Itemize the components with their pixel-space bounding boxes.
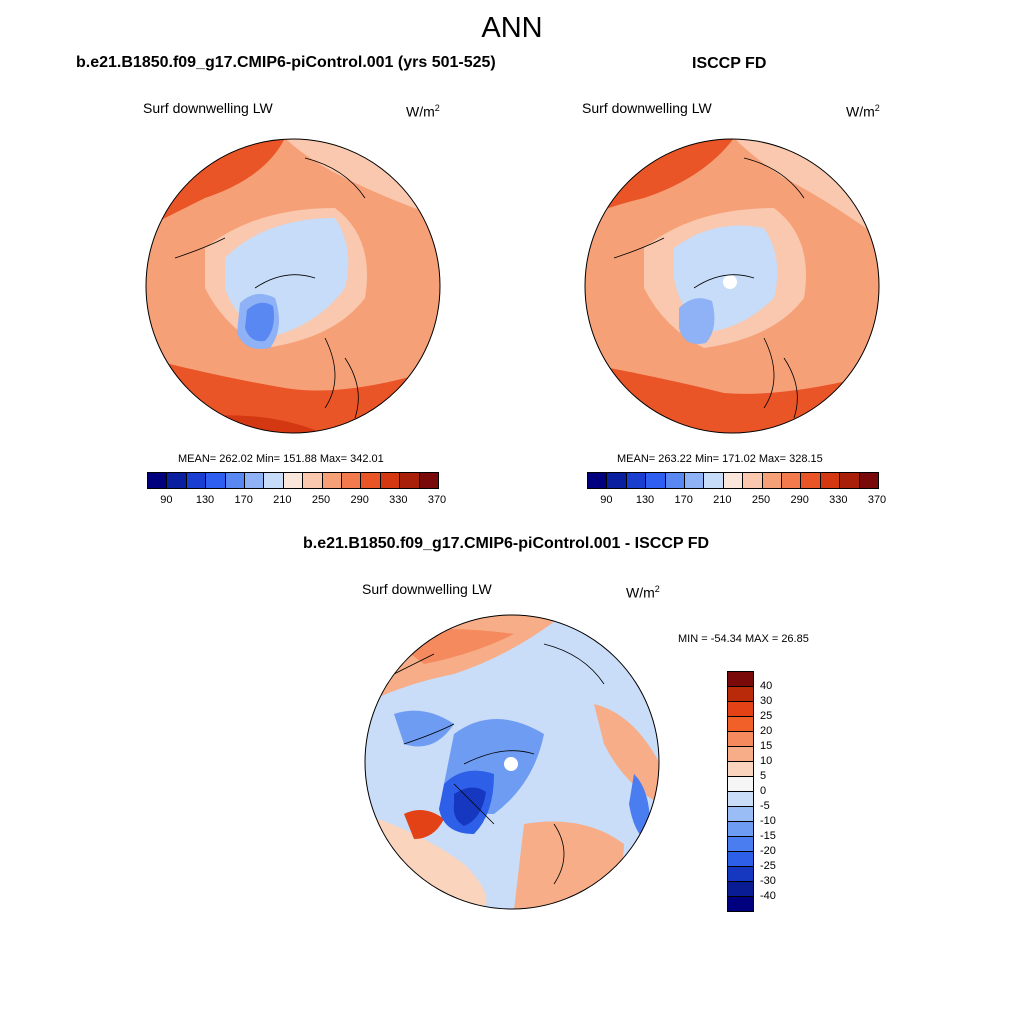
colorbar-tick-label: 25 <box>760 710 773 722</box>
colorbar-swatch <box>728 807 753 822</box>
difference-case-title: b.e21.B1850.f09_g17.CMIP6-piControl.001 … <box>303 535 710 552</box>
colorbar-tick-label: -5 <box>760 800 770 812</box>
panel-1-colorbar <box>147 472 439 489</box>
colorbar-swatch <box>704 473 724 488</box>
colorbar-swatch <box>728 897 753 911</box>
colorbar-tick-label: 170 <box>674 494 693 506</box>
difference-colorbar <box>727 671 754 912</box>
colorbar-swatch <box>607 473 627 488</box>
colorbar-tick-label: 40 <box>760 680 773 692</box>
colorbar-swatch <box>264 473 284 488</box>
panel-1-polar-map <box>145 138 441 434</box>
colorbar-swatch <box>225 473 246 488</box>
panel-2-stats: MEAN= 263.22 Min= 171.02 Max= 328.15 <box>617 453 823 465</box>
colorbar-tick-label: 210 <box>273 494 292 506</box>
colorbar-swatch <box>588 473 608 488</box>
difference-polar-map <box>364 614 660 910</box>
colorbar-swatch <box>728 687 753 702</box>
colorbar-tick-label: 370 <box>867 494 887 506</box>
colorbar-swatch <box>186 473 207 488</box>
colorbar-swatch <box>728 867 753 882</box>
colorbar-tick-label: 130 <box>635 494 655 506</box>
colorbar-swatch <box>283 473 304 488</box>
colorbar-tick-label: 290 <box>790 494 809 506</box>
colorbar-tick-label: 0 <box>760 785 767 797</box>
colorbar-tick-label: -40 <box>760 890 776 902</box>
colorbar-swatch <box>148 473 168 488</box>
colorbar-tick-label: 330 <box>829 494 848 506</box>
panel-1-units: W/m2 <box>406 103 440 120</box>
main-title: ANN <box>481 12 543 44</box>
colorbar-tick-label: 15 <box>760 740 773 752</box>
colorbar-tick-label: 20 <box>760 725 773 737</box>
colorbar-swatch <box>728 777 753 792</box>
colorbar-swatch <box>728 747 753 762</box>
difference-variable-label: Surf downwelling LW <box>362 581 492 597</box>
colorbar-tick-label: -25 <box>760 860 776 872</box>
panel-1-case-title: b.e21.B1850.f09_g17.CMIP6-piControl.001 … <box>76 54 496 71</box>
colorbar-swatch <box>728 882 753 897</box>
difference-stats: MIN = -54.34 MAX = 26.85 <box>678 633 809 645</box>
colorbar-swatch <box>646 473 666 488</box>
colorbar-swatch <box>859 473 879 488</box>
colorbar-tick-label: 290 <box>350 494 369 506</box>
colorbar-swatch <box>728 717 753 732</box>
colorbar-tick-label: 90 <box>160 494 173 506</box>
colorbar-swatch <box>782 473 802 488</box>
colorbar-swatch <box>801 473 821 488</box>
colorbar-swatch <box>762 473 783 488</box>
colorbar-tick-label: -20 <box>760 845 776 857</box>
colorbar-swatch <box>245 473 265 488</box>
colorbar-tick-label: 170 <box>234 494 253 506</box>
colorbar-swatch <box>728 702 753 717</box>
colorbar-tick-label: 250 <box>751 494 771 506</box>
colorbar-tick-label: 10 <box>760 755 773 767</box>
colorbar-tick-label: 250 <box>311 494 331 506</box>
panel-2-colorbar <box>587 472 879 489</box>
colorbar-swatch <box>728 762 753 777</box>
panel-2-units: W/m2 <box>846 103 880 120</box>
colorbar-swatch <box>322 473 343 488</box>
colorbar-tick-label: -30 <box>760 875 776 887</box>
colorbar-swatch <box>206 473 226 488</box>
colorbar-swatch <box>820 473 841 488</box>
difference-colorbar-labels: 40 30 25 20 15 10 5 0 -5 -10 -15 -20 -25 -30 -40 <box>760 671 800 911</box>
panel-2-colorbar-labels: 90 130 170 210 250 290 330 370 <box>587 494 886 508</box>
colorbar-swatch <box>728 732 753 747</box>
colorbar-swatch <box>626 473 647 488</box>
difference-units: W/m2 <box>626 584 660 601</box>
colorbar-swatch <box>361 473 381 488</box>
colorbar-swatch <box>728 672 753 687</box>
panel-2-polar-map <box>584 138 880 434</box>
panel-1-colorbar-labels: 90 130 170 210 250 290 330 370 <box>147 494 446 508</box>
colorbar-tick-label: 90 <box>600 494 613 506</box>
panel-1-variable-label: Surf downwelling LW <box>143 100 273 116</box>
colorbar-swatch <box>728 822 753 837</box>
colorbar-tick-label: -15 <box>760 830 776 842</box>
colorbar-swatch <box>743 473 763 488</box>
colorbar-tick-label: 210 <box>713 494 732 506</box>
colorbar-tick-label: 30 <box>760 695 773 707</box>
colorbar-swatch <box>400 473 420 488</box>
panel-2-case-title: ISCCP FD <box>692 55 767 72</box>
colorbar-swatch <box>728 792 753 807</box>
colorbar-tick-label: 130 <box>195 494 215 506</box>
colorbar-swatch <box>728 852 753 867</box>
colorbar-swatch <box>723 473 744 488</box>
colorbar-swatch <box>728 837 753 852</box>
panel-1-stats: MEAN= 262.02 Min= 151.88 Max= 342.01 <box>178 453 384 465</box>
colorbar-swatch <box>840 473 860 488</box>
panel-2-variable-label: Surf downwelling LW <box>582 100 712 116</box>
colorbar-swatch <box>342 473 362 488</box>
colorbar-swatch <box>665 473 686 488</box>
colorbar-swatch <box>380 473 401 488</box>
colorbar-swatch <box>419 473 439 488</box>
colorbar-tick-label: 5 <box>760 770 767 782</box>
colorbar-tick-label: 370 <box>427 494 447 506</box>
colorbar-swatch <box>303 473 323 488</box>
colorbar-swatch <box>685 473 705 488</box>
colorbar-tick-label: 330 <box>389 494 408 506</box>
colorbar-tick-label: -10 <box>760 815 776 827</box>
colorbar-swatch <box>167 473 187 488</box>
